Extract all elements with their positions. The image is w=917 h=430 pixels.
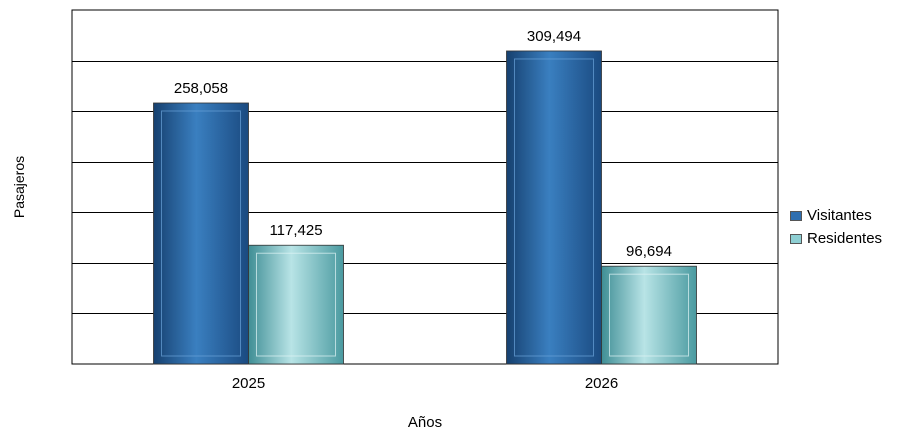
data-label-visitantes-2026: 309,494 [527, 28, 581, 45]
x-tick-2026: 2026 [585, 375, 618, 392]
bar-residentes-2025 [249, 245, 344, 364]
legend-swatch-residentes [790, 234, 802, 244]
data-label-residentes-2026: 96,694 [626, 243, 672, 260]
bars [154, 51, 697, 364]
legend-item-visitantes: Visitantes [790, 204, 882, 227]
x-tick-2025: 2025 [232, 375, 265, 392]
legend-item-residentes: Residentes [790, 227, 882, 250]
bar-visitantes-2025 [154, 103, 249, 364]
data-label-visitantes-2025: 258,058 [174, 80, 228, 97]
bar-residentes-2026 [602, 266, 697, 364]
data-label-residentes-2025: 117,425 [269, 222, 322, 239]
legend-swatch-visitantes [790, 211, 802, 221]
legend: Visitantes Residentes [790, 204, 882, 250]
bar-visitantes-2026 [507, 51, 602, 364]
x-axis-label: Años [408, 414, 442, 430]
y-axis-label: Pasajeros [11, 156, 27, 218]
x-tick-labels: 2025 2026 [232, 375, 618, 392]
legend-label-residentes: Residentes [807, 230, 882, 247]
legend-label-visitantes: Visitantes [807, 207, 872, 224]
